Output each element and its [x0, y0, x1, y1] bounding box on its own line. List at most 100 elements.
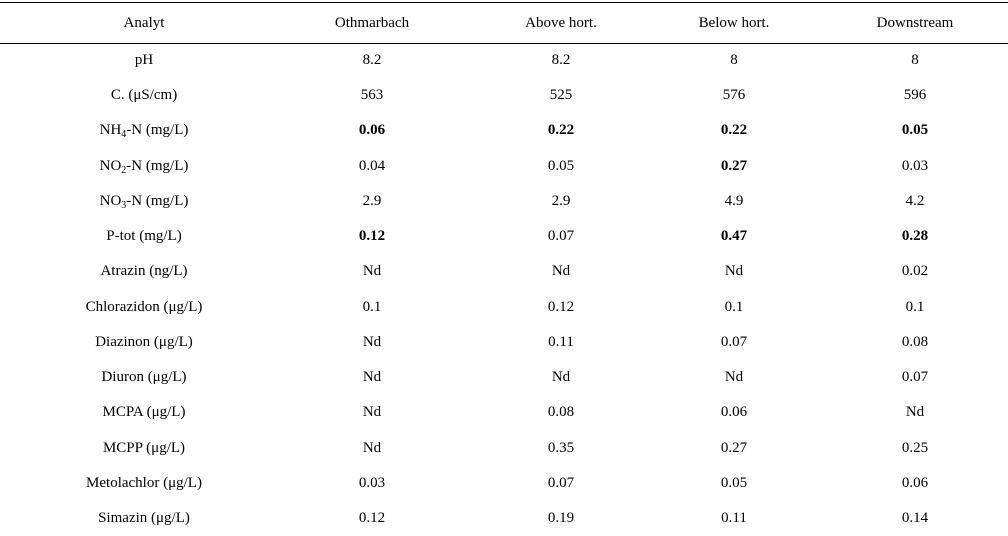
table-cell: 0.28 [901, 228, 929, 244]
table-row: Chlorazidon (μg/L) 0.1 0.12 0.1 0.1 [0, 290, 1008, 325]
table-cell: 0.08 [901, 334, 929, 350]
analyte-name: NH [99, 122, 122, 138]
analyte-label: pH [135, 43, 153, 78]
table-row: P-tot (mg/L) 0.12 0.07 0.47 0.28 [0, 219, 1008, 254]
analyte-unit: -N (mg/L) [126, 158, 189, 174]
table-cell: 0.27 [720, 158, 748, 174]
table-cell: 0.12 [358, 510, 386, 526]
analyte-label: Atrazin (ng/L) [100, 254, 187, 289]
analyte-subscript: 3 [121, 200, 127, 211]
table-row: NO2-N (mg/L) 0.04 0.05 0.27 0.03 [0, 149, 1008, 184]
analyte-label: Diuron (μg/L) [101, 360, 186, 395]
table-row: Metolachlor (μg/L) 0.03 0.07 0.05 0.06 [0, 466, 1008, 501]
table-cell: 563 [360, 87, 384, 103]
table-cell: 0.06 [901, 475, 929, 491]
analyte-name: C. (μS/cm) [110, 87, 178, 103]
table-cell: 0.19 [547, 510, 575, 526]
table-cell: 2.9 [551, 193, 571, 209]
analyte-label: Diazinon (μg/L) [95, 325, 193, 360]
analyte-name: Metolachlor (μg/L) [86, 475, 202, 491]
table-cell: 8.2 [362, 52, 382, 68]
table-cell: 8.2 [551, 52, 571, 68]
table-cell: 0.03 [358, 475, 386, 491]
table-cell: 8 [730, 52, 738, 68]
analyte-name: Diazinon (μg/L) [95, 334, 193, 350]
table-row: Simazin (μg/L) 0.12 0.19 0.11 0.14 [0, 501, 1008, 536]
analyte-label: P-tot (mg/L) [106, 219, 181, 254]
analyte-unit: -N (mg/L) [126, 193, 189, 209]
table-cell: 4.2 [905, 193, 925, 209]
table-cell: 4.9 [724, 193, 744, 209]
analyte-name: NO [99, 158, 122, 174]
analyte-name: Diuron (μg/L) [101, 369, 187, 385]
table-cell: Nd [362, 334, 382, 350]
table-cell: 0.04 [358, 158, 386, 174]
table-cell: 0.02 [901, 263, 929, 279]
table-cell: 8 [911, 52, 919, 68]
table-cell: 0.07 [547, 475, 575, 491]
analyte-subscript: 4 [121, 129, 127, 140]
analyte-name: MCPA (μg/L) [102, 404, 186, 420]
table-cell: 2.9 [362, 193, 382, 209]
analyte-label: Chlorazidon (μg/L) [86, 290, 203, 325]
table-cell: Nd [362, 369, 382, 385]
table-row: NO3-N (mg/L) 2.9 2.9 4.9 4.2 [0, 184, 1008, 219]
table-cell: 0.35 [547, 440, 575, 456]
table-top-rule [0, 2, 1008, 3]
table-cell: 0.03 [901, 158, 929, 174]
table-row: MCPA (μg/L) Nd 0.08 0.06 Nd [0, 395, 1008, 430]
table-cell: 0.08 [547, 404, 575, 420]
table-cell: Nd [724, 369, 744, 385]
table-cell: 0.07 [547, 228, 575, 244]
table-cell: 0.25 [901, 440, 929, 456]
table-header-rule [0, 43, 1008, 44]
table-cell: 0.05 [720, 475, 748, 491]
analyte-label: Metolachlor (μg/L) [86, 466, 202, 501]
table-row: C. (μS/cm) 563 525 576 596 [0, 78, 1008, 113]
header-othmarbach: Othmarbach [334, 15, 410, 31]
analyte-label: C. (μS/cm) [111, 78, 177, 113]
analyte-name: Simazin (μg/L) [98, 510, 190, 526]
table-cell: 0.27 [720, 440, 748, 456]
table-cell: 525 [549, 87, 573, 103]
table-cell: 0.06 [720, 404, 748, 420]
table-cell: 0.47 [720, 228, 748, 244]
table-cell: 596 [903, 87, 927, 103]
analyte-unit: -N (mg/L) [126, 122, 189, 138]
analyte-label: NO2-N (mg/L) [100, 149, 189, 184]
table-cell: 0.05 [547, 158, 575, 174]
header-below-hort: Below hort. [698, 15, 770, 31]
analyte-name: NO [99, 193, 122, 209]
analyte-label: NO3-N (mg/L) [100, 184, 189, 219]
header-above-hort: Above hort. [525, 15, 597, 31]
table-cell: Nd [724, 263, 744, 279]
table-row: Diuron (μg/L) Nd Nd Nd 0.07 [0, 360, 1008, 395]
table-cell: Nd [551, 263, 571, 279]
header-downstream: Downstream [876, 15, 954, 31]
table-cell: Nd [362, 440, 382, 456]
table-cell: Nd [362, 404, 382, 420]
table-cell: 0.11 [548, 334, 574, 350]
table-row: Diazinon (μg/L) Nd 0.11 0.07 0.08 [0, 325, 1008, 360]
table-cell: 0.12 [358, 228, 386, 244]
table-cell: 0.1 [724, 299, 744, 315]
analyte-name: pH [134, 52, 154, 68]
table-cell: 0.22 [720, 122, 748, 138]
table-cell: 0.05 [901, 122, 929, 138]
table-header-row: Analyt Othmarbach Above hort. Below hort… [0, 6, 1008, 41]
analyte-subscript: 2 [121, 165, 127, 176]
analyte-name: Atrazin (ng/L) [100, 263, 188, 279]
table-cell: 0.11 [721, 510, 747, 526]
table-cell: 0.1 [905, 299, 925, 315]
table-row: Atrazin (ng/L) Nd Nd Nd 0.02 [0, 254, 1008, 289]
table-cell: 0.1 [362, 299, 382, 315]
table-cell: 0.22 [547, 122, 575, 138]
table-cell: 0.06 [358, 122, 386, 138]
table-cell: Nd [905, 404, 925, 420]
table-cell: 0.12 [547, 299, 575, 315]
table-cell: 0.14 [901, 510, 929, 526]
header-analyt: Analyt [123, 15, 165, 31]
analyte-label: MCPA (μg/L) [103, 395, 186, 430]
table-cell: Nd [362, 263, 382, 279]
